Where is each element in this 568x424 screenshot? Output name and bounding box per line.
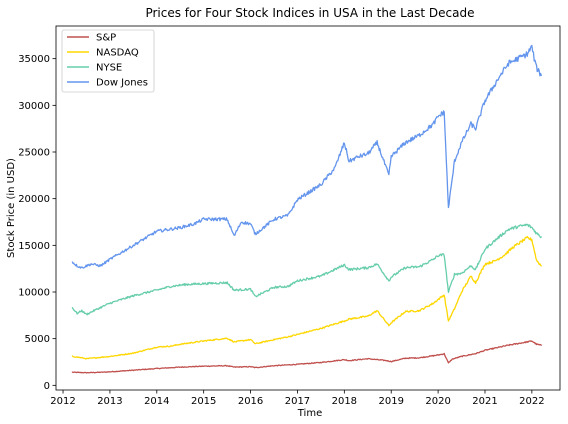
y-tick-label: 5000 — [25, 334, 50, 345]
legend-entries: S&P NASDAQ NYSE Dow Jones — [67, 33, 148, 89]
legend-label: NASDAQ — [96, 48, 139, 59]
x-tick-label: 2020 — [425, 396, 450, 407]
legend-label: S&P — [96, 33, 116, 44]
y-tick-label: 30000 — [18, 101, 50, 112]
series-line-1 — [71, 235, 542, 360]
x-axis-label: Time — [297, 408, 322, 419]
y-tick-label: 20000 — [18, 194, 50, 205]
legend: S&P NASDAQ NYSE Dow Jones — [61, 29, 155, 93]
legend-label: Dow Jones — [96, 78, 148, 89]
y-tick-label: 25000 — [18, 148, 50, 159]
series-line-3 — [71, 44, 542, 269]
y-tick-label: 10000 — [18, 288, 50, 299]
series-line-2 — [71, 223, 542, 316]
y-tick-label: 15000 — [18, 241, 50, 252]
x-axis-ticks: 2012 2013 2014 2015 2016 2017 2018 2019 2020 2021… — [50, 390, 545, 407]
y-tick-label: 35000 — [18, 54, 50, 65]
series-line-0 — [71, 340, 542, 374]
y-axis-label: Stock Price (in USD) — [6, 158, 17, 258]
plot-area — [71, 44, 542, 374]
x-tick-label: 2022 — [519, 396, 544, 407]
x-tick-label: 2014 — [144, 396, 169, 407]
x-tick-label: 2013 — [97, 396, 122, 407]
y-tick-label: 0 — [44, 381, 50, 392]
axes-frame — [55, 25, 561, 391]
x-tick-label: 2016 — [238, 396, 263, 407]
chart-title: Prices for Four Stock Indices in USA in … — [145, 6, 474, 20]
legend-box — [61, 29, 155, 93]
x-tick-label: 2018 — [332, 396, 357, 407]
x-tick-label: 2019 — [378, 396, 403, 407]
legend-label: NYSE — [96, 63, 122, 74]
x-tick-label: 2015 — [191, 396, 216, 407]
x-tick-label: 2021 — [472, 396, 497, 407]
x-tick-label: 2017 — [285, 396, 310, 407]
x-tick-label: 2012 — [50, 396, 75, 407]
y-axis-ticks: 0 5000 10000 15000 20000 25000 30000 35000 — [18, 54, 56, 392]
